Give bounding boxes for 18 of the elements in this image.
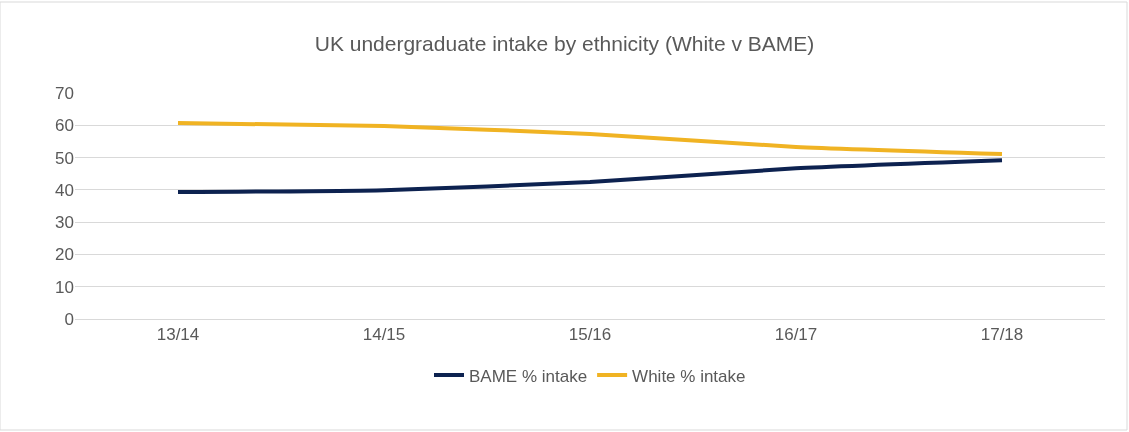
line-series bbox=[176, 121, 1004, 157]
x-tick-label: 15/16 bbox=[568, 325, 612, 345]
line-series bbox=[176, 158, 1004, 195]
x-tick-label: 13/14 bbox=[156, 325, 200, 345]
legend-label: White % intake bbox=[632, 366, 746, 386]
y-tick-label: 20 bbox=[55, 245, 74, 265]
y-tick-label: 40 bbox=[55, 180, 74, 200]
y-tick-label: 0 bbox=[64, 309, 74, 329]
y-tick-label: 50 bbox=[55, 148, 74, 168]
chart-title: UK undergraduate intake by ethnicity (White v BAME) bbox=[314, 31, 815, 55]
x-tick-label: 16/17 bbox=[774, 325, 818, 345]
y-tick-label: 70 bbox=[55, 83, 74, 103]
x-tick-label: 14/15 bbox=[362, 325, 406, 345]
y-tick-label: 30 bbox=[55, 213, 74, 233]
x-tick-label: 17/18 bbox=[980, 325, 1024, 345]
legend-label: BAME % intake bbox=[469, 366, 588, 386]
y-tick-label: 10 bbox=[55, 277, 74, 297]
y-tick-label: 60 bbox=[55, 116, 74, 136]
